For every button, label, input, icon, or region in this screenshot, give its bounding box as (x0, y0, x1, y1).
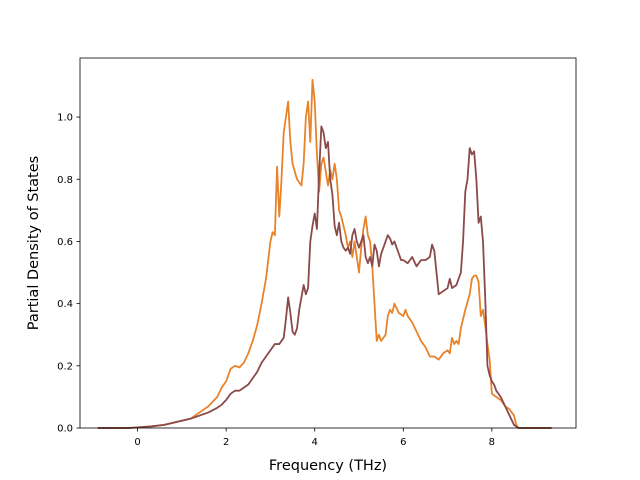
y-tick-label: 0.4 (57, 299, 73, 310)
y-tick-label: 0.8 (57, 175, 73, 186)
x-tick-label: 8 (489, 437, 495, 448)
series-layer (97, 78, 552, 429)
axes-frame (79, 57, 577, 429)
plot-area (80, 58, 576, 428)
y-axis-ticks: 0.0 0.2 0.4 0.6 0.8 1.0 (57, 113, 80, 435)
series-line-1 (97, 78, 552, 429)
x-axis-ticks: 0 2 4 6 8 (134, 428, 495, 448)
x-tick-label: 0 (134, 437, 140, 448)
series-line-2 (97, 125, 552, 429)
x-tick-label: 6 (400, 437, 406, 448)
y-axis-label: Partial Density of States (26, 156, 42, 330)
x-axis-label: Frequency (THz) (269, 458, 387, 474)
y-tick-label: 0.6 (57, 237, 73, 248)
y-tick-label: 0.2 (57, 361, 73, 372)
y-tick-label: 1.0 (57, 113, 73, 124)
y-tick-label: 0.0 (57, 424, 73, 435)
x-tick-label: 4 (312, 437, 318, 448)
x-tick-label: 2 (223, 437, 229, 448)
